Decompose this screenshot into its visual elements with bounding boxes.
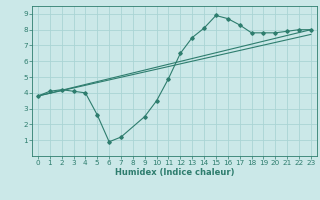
X-axis label: Humidex (Indice chaleur): Humidex (Indice chaleur) bbox=[115, 168, 234, 177]
